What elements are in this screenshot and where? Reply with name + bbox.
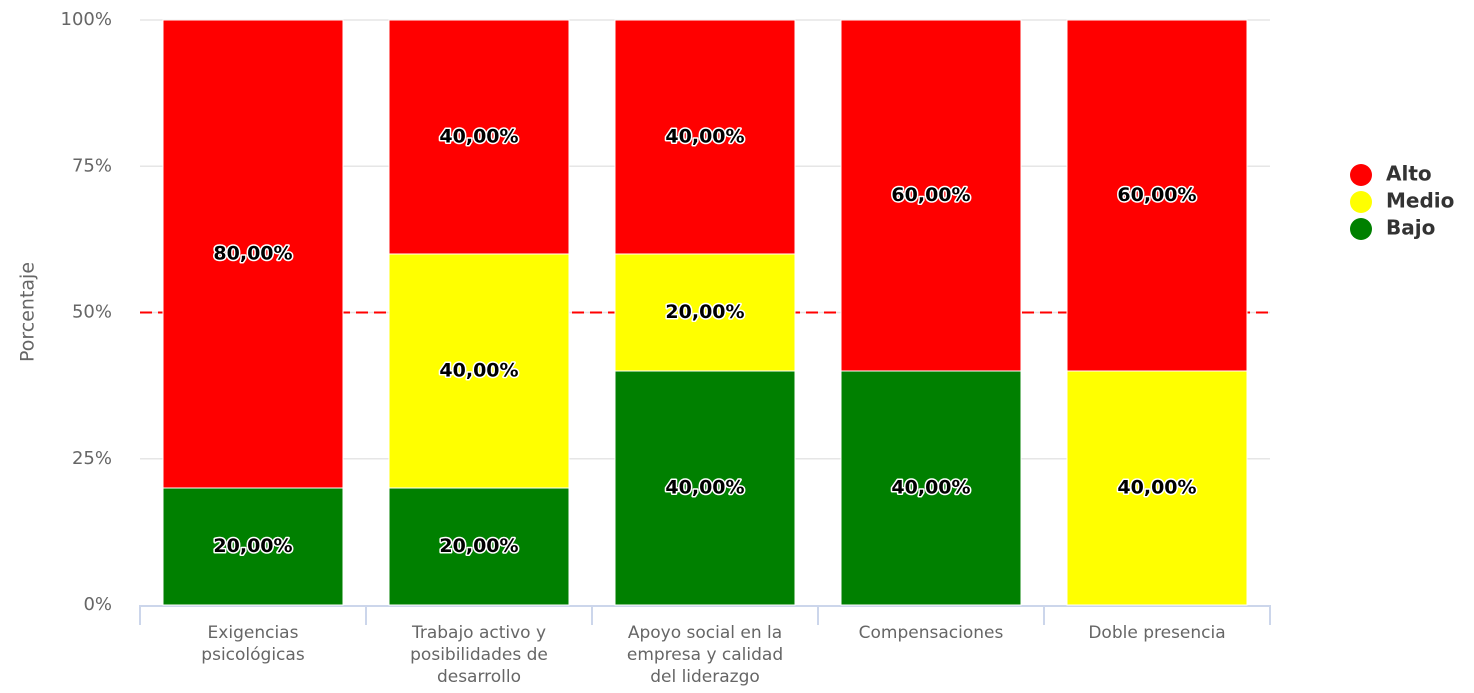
data-label: 20,00%: [439, 535, 518, 557]
data-label: 60,00%: [891, 184, 970, 206]
legend-marker: [1350, 191, 1372, 213]
data-label: 40,00%: [891, 477, 970, 499]
x-tick-label: Trabajo activo y posibilidades de desarrol…: [410, 623, 548, 687]
legend-label: Bajo: [1386, 216, 1435, 240]
y-tick-label: 50%: [72, 302, 112, 323]
x-tick-label: Doble presencia: [1088, 623, 1225, 643]
data-label: 40,00%: [665, 126, 744, 148]
legend-marker: [1350, 164, 1372, 186]
data-label: 20,00%: [665, 301, 744, 323]
bar-segment: [614, 370, 796, 606]
data-label: 40,00%: [439, 126, 518, 148]
legend-label: Medio: [1386, 189, 1454, 213]
data-label: 20,00%: [213, 535, 292, 557]
y-tick-label: 0%: [83, 594, 112, 615]
y-axis-label: Porcentaje: [17, 262, 39, 362]
bar-segment: [162, 487, 344, 606]
x-tick-label: Exigencias psicológicas: [201, 623, 305, 665]
data-label: 40,00%: [439, 360, 518, 382]
bar-segment: [840, 19, 1022, 372]
data-label: 60,00%: [1117, 184, 1196, 206]
y-tick-label: 75%: [72, 155, 112, 176]
bar-segment: [162, 19, 344, 489]
y-tick-label: 100%: [61, 9, 112, 30]
x-tick-label: Apoyo social en la empresa y calidad del l…: [627, 623, 783, 687]
legend-marker: [1350, 218, 1372, 240]
bar-segment: [1066, 370, 1248, 606]
data-label: 40,00%: [665, 477, 744, 499]
x-tick-label: Compensaciones: [859, 623, 1004, 643]
data-label: 80,00%: [213, 243, 292, 265]
y-tick-label: 25%: [72, 448, 112, 469]
legend-label: Alto: [1386, 162, 1432, 186]
bar-segment: [388, 19, 570, 255]
bar-segment: [614, 253, 796, 372]
data-label: 40,00%: [1117, 477, 1196, 499]
bar-segment: [614, 19, 796, 255]
bar-segment: [1066, 19, 1248, 372]
